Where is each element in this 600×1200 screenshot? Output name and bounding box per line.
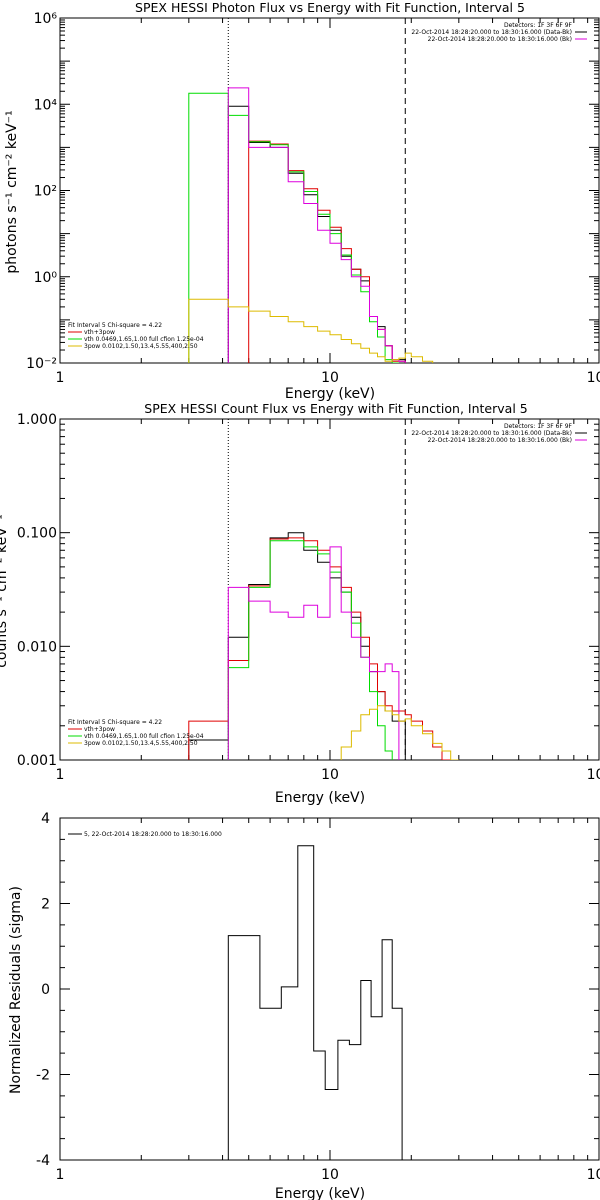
x-tick-label: 100 <box>587 370 600 386</box>
series-0 <box>188 532 406 760</box>
residuals-panel: Energy (keV) Normalized Residuals (sigma… <box>8 886 365 1200</box>
legend-left-entry: vth+3pow <box>84 726 115 733</box>
series-3 <box>227 546 400 760</box>
legend-left-entry: Fit Interval 5 Chi-square = 4.22 <box>68 719 162 726</box>
series-4 <box>188 298 434 363</box>
x-tick-label: 100 <box>587 767 600 783</box>
series-3 <box>227 87 406 363</box>
count-y-axis-label: counts s⁻¹ cm⁻² keV⁻¹ <box>0 514 10 668</box>
plot-2: 1 10 100 -4 -2 0 2 4 5, 22-Oct-2014 18:28:20.000… <box>36 811 600 1183</box>
legend-left-entry: vth 0.0469,1.65,1.00 full cfion 1.25e-04 <box>84 733 204 740</box>
plot-1: 1 10 100 0.001 0.010 0.100 1.000 Detectors: 1F … <box>17 412 600 783</box>
series-2 <box>188 540 393 760</box>
legend-left-entry: Fit Interval 5 Chi-square = 4.22 <box>68 322 162 329</box>
series-4 <box>340 705 459 760</box>
x-tick-label: 1 <box>56 370 65 386</box>
legend-right-entry: 22-Oct-2014 18:28:20.000 to 18:30:16.000… <box>411 29 572 36</box>
legend-right-entry: Detectors: 1F 3F 6F 9F <box>504 22 573 29</box>
legend-left-entry: 5, 22-Oct-2014 18:28:20.000 to 18:30:16.… <box>84 831 222 838</box>
y-tick-label: 1.000 <box>17 412 57 428</box>
y-tick-label: 10⁻² <box>26 356 57 372</box>
legend-left-entry: 3pow 0.0102,1.50,13.4,5.55,400,2.50 <box>84 740 198 747</box>
photon-flux-panel: SPEX HESSI Photon Flux vs Energy with Fi… <box>4 0 525 402</box>
photon-panel-title: SPEX HESSI Photon Flux vs Energy with Fi… <box>135 0 525 15</box>
plot-0: 1 10 100 10⁻² 10⁰ 10² 10⁴ 10⁶ Detectors: 1F 3F 6… <box>26 11 600 386</box>
legend-left-entry: vth+3pow <box>84 329 115 336</box>
y-tick-label: 0.100 <box>17 526 57 542</box>
y-tick-label: 0.010 <box>17 639 57 655</box>
count-panel-title: SPEX HESSI Count Flux vs Energy with Fit… <box>144 401 527 416</box>
x-tick-label: 1 <box>56 767 65 783</box>
count-x-axis-label: Energy (keV) <box>275 790 365 806</box>
y-tick-label: 10² <box>34 184 57 200</box>
legend-right-entry: 22-Oct-2014 18:28:20.000 to 18:30:16.000… <box>411 430 572 437</box>
x-tick-label: 1 <box>56 1167 65 1183</box>
y-tick-label: 2 <box>41 897 50 913</box>
series-0 <box>227 845 403 1160</box>
axes-frame <box>59 17 600 364</box>
y-tick-label: 0.001 <box>17 753 57 769</box>
residual-y-axis-label: Normalized Residuals (sigma) <box>8 886 24 1094</box>
photon-x-axis-label: Energy (keV) <box>285 386 375 402</box>
legend-right-entry: 22-Oct-2014 18:28:20.000 to 18:30:16.000… <box>428 36 572 43</box>
y-tick-label: 10⁰ <box>34 270 58 286</box>
y-tick-label: 10⁴ <box>34 97 58 113</box>
legend-left-entry: 3pow 0.0102,1.50,13.4,5.55,400,2.50 <box>84 343 198 350</box>
y-tick-label: -4 <box>36 1153 50 1169</box>
y-tick-label: 0 <box>41 982 50 998</box>
count-flux-panel: SPEX HESSI Count Flux vs Energy with Fit… <box>0 401 528 806</box>
x-tick-label: 10 <box>321 1167 339 1183</box>
x-tick-label: 10 <box>321 370 339 386</box>
axes-frame <box>59 817 600 1161</box>
y-tick-label: 10⁶ <box>34 11 58 27</box>
legend-right-entry: Detectors: 1F 3F 6F 9F <box>504 423 573 430</box>
y-tick-label: 4 <box>41 811 50 827</box>
series-2 <box>188 92 399 363</box>
x-tick-label: 10 <box>321 767 339 783</box>
photon-y-axis-label: photons s⁻¹ cm⁻² keV⁻¹ <box>4 110 20 273</box>
legend-left-entry: vth 0.0469,1.65,1.00 full cfion 1.25e-04 <box>84 336 204 343</box>
legend-right-entry: 22-Oct-2014 18:28:20.000 to 18:30:16.000… <box>428 437 572 444</box>
series-0 <box>227 105 406 363</box>
x-tick-label: 100 <box>587 1167 600 1183</box>
residual-x-axis-label: Energy (keV) <box>275 1186 365 1200</box>
y-tick-label: -2 <box>36 1068 50 1084</box>
